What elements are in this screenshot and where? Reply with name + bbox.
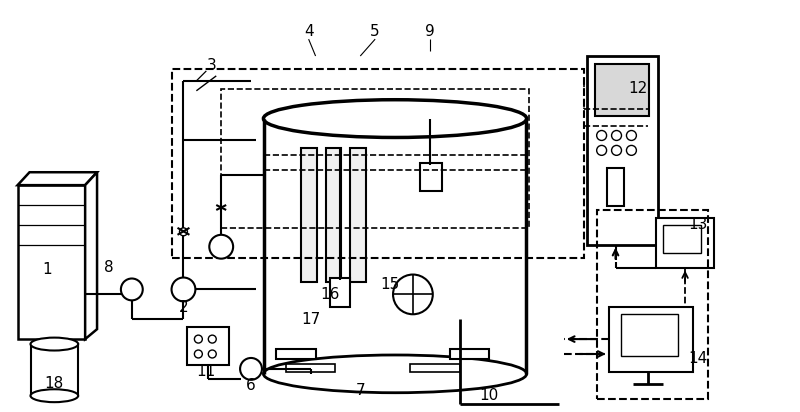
Circle shape [611,145,622,155]
Bar [18,185,85,339]
Text: 3: 3 [206,59,216,73]
Bar [663,225,701,253]
Circle shape [179,228,187,236]
Text: 18: 18 [45,376,64,391]
Circle shape [240,358,262,380]
Ellipse shape [30,389,78,402]
Circle shape [194,335,202,343]
Circle shape [597,131,606,140]
Text: 1: 1 [42,262,52,277]
Text: 13: 13 [688,218,708,232]
Bar [350,148,366,283]
Bar [586,56,658,245]
Bar [330,278,350,307]
Circle shape [210,235,233,259]
Text: 16: 16 [321,287,340,302]
Bar [222,89,529,228]
Text: 2: 2 [178,300,188,315]
Circle shape [611,131,622,140]
Bar [276,349,315,359]
Circle shape [208,335,216,343]
Circle shape [171,278,195,301]
Circle shape [393,274,433,314]
Text: 12: 12 [629,81,648,96]
Circle shape [597,145,606,155]
Bar [420,163,442,191]
Text: 15: 15 [381,277,400,292]
Bar [286,364,335,372]
Bar [606,168,625,206]
Bar [656,218,714,267]
Circle shape [121,279,142,300]
Ellipse shape [263,355,526,393]
Circle shape [208,350,216,358]
Text: 5: 5 [370,23,380,39]
Bar [450,349,490,359]
Circle shape [626,131,636,140]
Bar [621,314,678,356]
Bar [30,344,78,396]
Bar [171,69,584,258]
Text: 6: 6 [246,378,256,393]
Text: 17: 17 [301,312,320,327]
Bar [609,307,693,372]
Text: 7: 7 [355,383,365,398]
Text: 11: 11 [197,364,216,379]
Text: 9: 9 [425,23,434,39]
Text: 8: 8 [104,260,114,275]
Circle shape [626,145,636,155]
Bar [410,364,459,372]
Text: 10: 10 [480,388,499,403]
Ellipse shape [30,337,78,351]
Text: 14: 14 [688,351,708,366]
Polygon shape [18,172,97,185]
Bar [594,64,650,116]
Polygon shape [85,172,97,339]
Text: 4: 4 [304,23,314,39]
Bar [301,148,317,283]
Ellipse shape [263,100,526,138]
Bar [326,148,342,283]
Bar [597,210,708,399]
Bar [187,327,229,365]
Circle shape [194,350,202,358]
